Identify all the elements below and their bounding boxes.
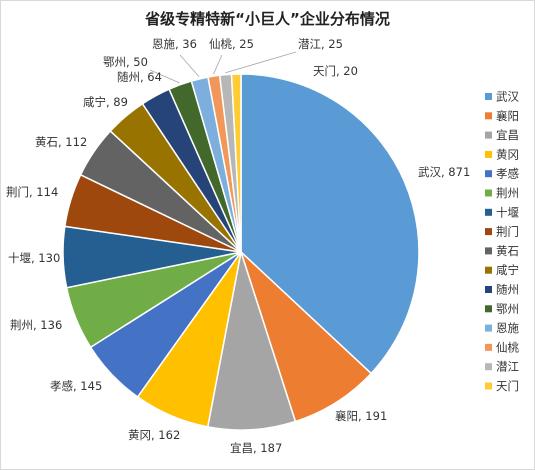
pie-slice-1 [240,73,420,375]
legend-swatch-6 [485,189,492,197]
data-label-5: 孝感, 145 [50,379,102,393]
legend-label-12: 鄂州 [496,302,519,316]
data-label-15: 潜江, 25 [298,37,343,51]
legend-label-6: 荆州 [496,186,519,200]
legend-swatch-9 [485,247,492,255]
legend-swatch-7 [485,208,492,216]
legend-label-16: 天门 [496,379,519,393]
data-label-2: 襄阳, 191 [335,409,387,423]
leader-line-14 [213,54,223,75]
legend-swatch-2 [485,112,492,120]
legend-swatch-15 [485,363,492,371]
legend-swatch-11 [485,286,492,293]
legend-label-13: 恩施 [496,321,519,335]
legend-label-5: 孝感 [496,167,519,181]
data-label-14: 仙桃, 25 [209,37,254,51]
leader-line-13 [179,54,200,78]
legend-label-10: 咸宁 [496,263,519,277]
legend-swatch-16 [485,382,492,390]
leader-line-15 [225,51,297,74]
legend-label-4: 黄冈 [496,147,519,161]
data-label-4: 黄冈, 162 [128,428,180,442]
legend-swatch-13 [485,324,492,332]
legend-swatch-5 [485,170,492,178]
legend-swatch-1 [485,93,492,100]
data-label-11: 随州, 64 [117,70,162,84]
data-label-13: 恩施, 36 [152,37,197,51]
pie-slice-2 [239,249,373,423]
legend-label-1: 武汉 [496,90,519,104]
data-label-9: 黄石, 112 [35,135,87,149]
data-label-1: 武汉, 871 [418,165,470,179]
pie-slice-16 [230,73,242,253]
data-label-12: 鄂州, 50 [103,55,148,69]
legend-swatch-4 [485,150,492,158]
legend-label-14: 仙桃 [496,340,519,354]
legend-label-8: 荆门 [496,225,519,239]
legend-label-2: 襄阳 [496,109,519,123]
legend-label-3: 宜昌 [496,128,519,142]
legend-swatch-3 [485,131,492,139]
leader-line-12 [149,69,180,84]
legend-label-9: 黄石 [496,244,519,258]
chart-title: 省级专精特新“小巨人”企业分布情况 [145,10,390,28]
data-label-3: 宜昌, 187 [230,441,282,455]
legend-swatch-10 [485,266,492,274]
data-label-10: 咸宁, 89 [83,95,128,109]
data-label-16: 天门, 20 [313,64,358,78]
legend-swatch-12 [485,305,492,313]
legend-swatch-8 [485,228,492,236]
data-label-7: 十堰, 130 [8,251,60,265]
legend-label-11: 随州 [496,283,519,297]
data-label-6: 荆州, 136 [10,318,62,332]
legend-label-15: 潜江 [496,360,519,374]
legend-label-7: 十堰 [496,205,519,219]
data-label-8: 荆门, 114 [6,185,58,199]
legend-swatch-14 [485,343,492,351]
